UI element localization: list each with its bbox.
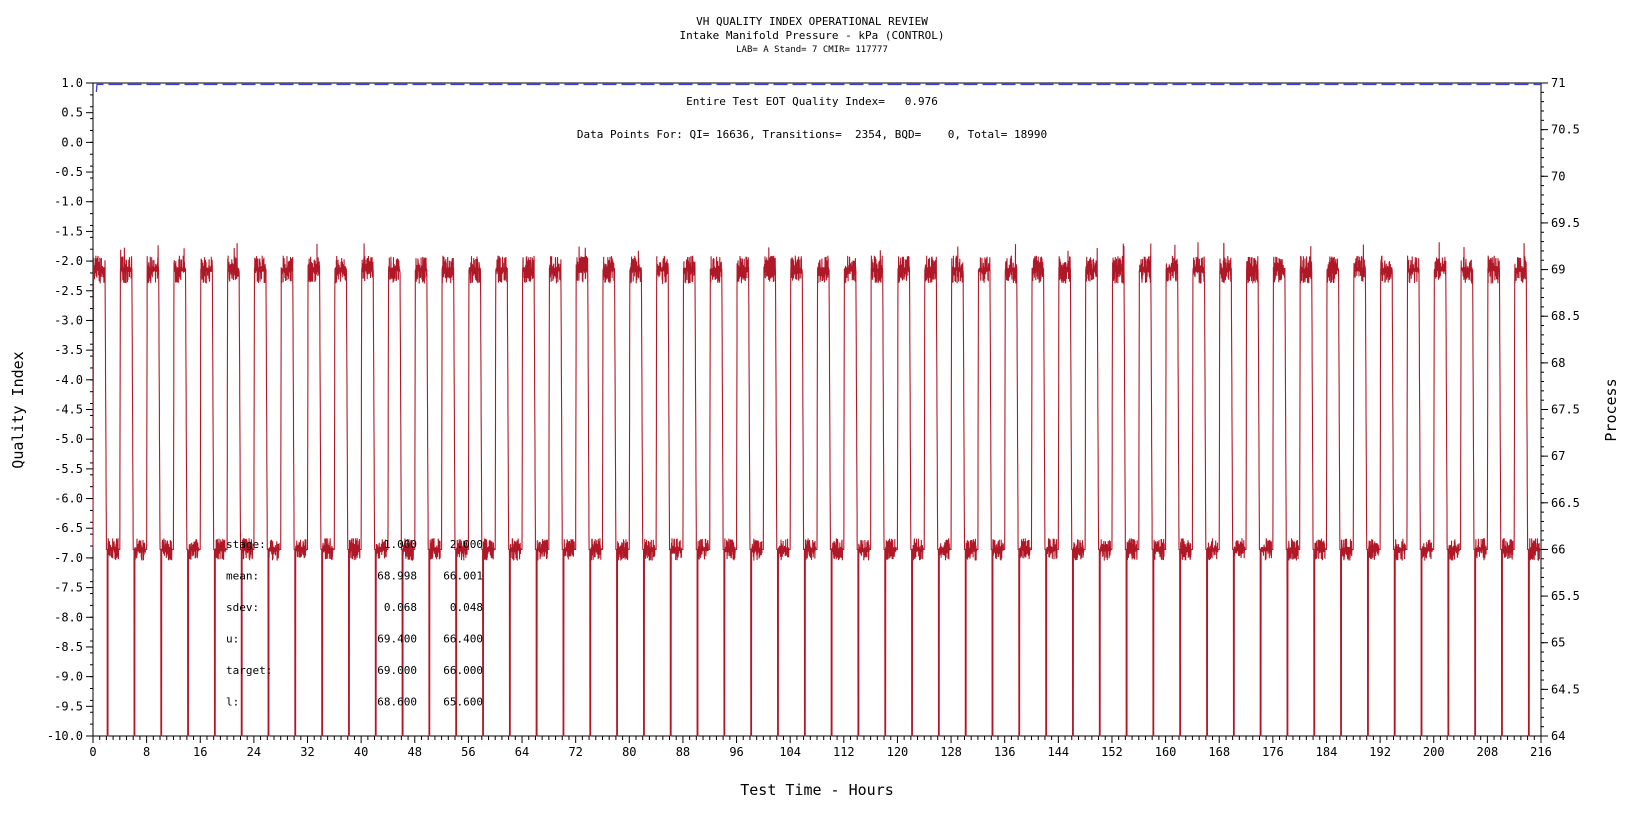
stats-stage2-value: 66.400 <box>443 633 483 646</box>
y-left-tick-label: -4.5 <box>54 403 83 417</box>
chart-subtitle2: LAB= A Stand= 7 CMIR= 117777 <box>736 45 888 55</box>
x-tick-label: 96 <box>729 745 743 759</box>
x-tick-label: 176 <box>1262 745 1284 759</box>
x-tick-label: 48 <box>408 745 422 759</box>
y-right-tick-label: 69.5 <box>1551 216 1580 230</box>
stats-label: mean: <box>226 570 259 583</box>
points-annotation: Data Points For: QI= 16636, Transitions=… <box>577 128 1047 141</box>
stats-label: stage: <box>226 538 266 551</box>
y-left-tick-label: -3.5 <box>54 343 83 357</box>
x-tick-label: 56 <box>461 745 475 759</box>
stats-stage2-value: 2.000 <box>450 538 483 551</box>
qi-line <box>95 83 1541 92</box>
x-tick-label: 128 <box>940 745 962 759</box>
x-tick-label: 136 <box>994 745 1016 759</box>
x-tick-label: 152 <box>1101 745 1123 759</box>
chart-subtitle: Intake Manifold Pressure - kPa (CONTROL) <box>680 29 945 42</box>
qi-series <box>95 83 1541 92</box>
x-tick-label: 24 <box>247 745 261 759</box>
stats-stage2-value: 66.001 <box>443 570 483 583</box>
x-tick-label: 168 <box>1208 745 1230 759</box>
y-left-tick-label: -1.0 <box>54 195 83 209</box>
y-left-tick-label: -1.5 <box>54 224 83 238</box>
x-tick-label: 80 <box>622 745 636 759</box>
x-tick-label: 120 <box>887 745 909 759</box>
y-left-tick-label: -8.5 <box>54 640 83 654</box>
stats-stage1-value: 69.000 <box>377 664 417 677</box>
x-tick-label: 184 <box>1316 745 1338 759</box>
y-right-tick-label: 67.5 <box>1551 403 1580 417</box>
y-left-tick-label: -2.0 <box>54 254 83 268</box>
x-tick-label: 8 <box>143 745 150 759</box>
y-right-tick-label: 70 <box>1551 169 1565 183</box>
x-tick-label: 40 <box>354 745 368 759</box>
y-left-tick-label: -6.0 <box>54 492 83 506</box>
stats-label: target: <box>226 664 272 677</box>
y-left-tick-label: -0.5 <box>54 165 83 179</box>
y-left-tick-label: 0.5 <box>61 106 83 120</box>
y-left-axis-label: Quality Index <box>9 351 27 468</box>
x-tick-label: 0 <box>89 745 96 759</box>
y-right-tick-label: 71 <box>1551 76 1565 90</box>
x-tick-label: 64 <box>515 745 529 759</box>
y-right-tick-label: 70.5 <box>1551 123 1580 137</box>
process-series <box>92 242 1541 737</box>
process-line <box>92 242 1541 737</box>
x-tick-label: 104 <box>779 745 801 759</box>
x-tick-label: 88 <box>676 745 690 759</box>
y-left-tick-label: -10.0 <box>47 729 83 743</box>
y-left-tick-label: -4.0 <box>54 373 83 387</box>
stats-table: stage: 1.000 2.000 mean: 68.998 66.001 sdev: 0.… <box>226 538 483 709</box>
qi-annotation: Entire Test EOT Quality Index= 0.976 <box>686 95 938 108</box>
stats-stage1-value: 0.068 <box>384 601 417 614</box>
y-right-tick-label: 64 <box>1551 729 1565 743</box>
y-right-axis-label: Process <box>1602 378 1620 441</box>
x-tick-label: 216 <box>1530 745 1552 759</box>
y-right-tick-label: 66.5 <box>1551 496 1580 510</box>
y-left-tick-label: -8.0 <box>54 610 83 624</box>
stats-stage1-value: 1.000 <box>384 538 417 551</box>
y-left-tick-label: -3.0 <box>54 313 83 327</box>
stats-stage1-value: 68.600 <box>377 696 417 709</box>
y-left-tick-label: -7.0 <box>54 551 83 565</box>
y-left-tick-label: -5.0 <box>54 432 83 446</box>
stats-stage2-value: 66.000 <box>443 664 483 677</box>
stats-label: l: <box>226 696 239 709</box>
y-left-tick-label: -7.5 <box>54 581 83 595</box>
y-right-tick-label: 66 <box>1551 542 1565 556</box>
y-left-tick-label: -9.5 <box>54 699 83 713</box>
chart-title: VH QUALITY INDEX OPERATIONAL REVIEW <box>696 15 928 28</box>
x-tick-label: 192 <box>1369 745 1391 759</box>
y-right-tick-label: 69 <box>1551 263 1565 277</box>
x-tick-label: 208 <box>1477 745 1499 759</box>
x-tick-label: 144 <box>1047 745 1069 759</box>
y-left-tick-label: 1.0 <box>61 76 83 90</box>
x-tick-label: 32 <box>300 745 314 759</box>
y-left-tick-label: -2.5 <box>54 284 83 298</box>
x-tick-label: 160 <box>1155 745 1177 759</box>
y-right-tick-label: 67 <box>1551 449 1565 463</box>
y-right-tick-label: 65 <box>1551 636 1565 650</box>
y-right-tick-label: 68.5 <box>1551 309 1580 323</box>
x-tick-label: 112 <box>833 745 855 759</box>
y-left-tick-label: 0.0 <box>61 135 83 149</box>
x-tick-label: 200 <box>1423 745 1445 759</box>
y-left-tick-label: -9.0 <box>54 670 83 684</box>
stats-stage2-value: 0.048 <box>450 601 483 614</box>
stats-label: sdev: <box>226 601 259 614</box>
stats-label: u: <box>226 633 239 646</box>
x-tick-label: 72 <box>568 745 582 759</box>
y-right-tick-label: 68 <box>1551 356 1565 370</box>
stats-stage2-value: 65.600 <box>443 696 483 709</box>
y-left-tick-label: -5.5 <box>54 462 83 476</box>
x-axis-label: Test Time - Hours <box>740 781 894 799</box>
x-tick-label: 16 <box>193 745 207 759</box>
y-left-tick-label: -6.5 <box>54 521 83 535</box>
axes: 0 8 16 24 32 40 48 56 64 72 80 88 96 104 112 120 128 136 1… <box>47 76 1580 759</box>
stats-stage1-value: 68.998 <box>377 570 417 583</box>
y-right-tick-label: 64.5 <box>1551 682 1580 696</box>
y-right-tick-label: 65.5 <box>1551 589 1580 603</box>
stats-stage1-value: 69.400 <box>377 633 417 646</box>
